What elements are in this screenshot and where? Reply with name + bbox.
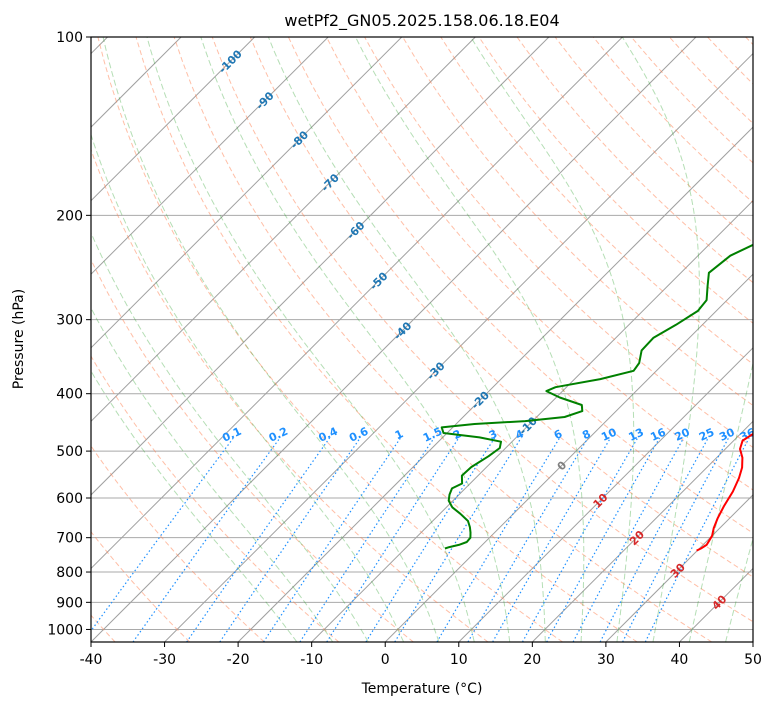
dry-adiabat (249, 37, 753, 578)
mixing-ratio-line (436, 437, 561, 642)
y-tick-label: 400 (56, 387, 83, 403)
y-tick-label: 600 (56, 491, 83, 507)
mixing-ratio-line (622, 437, 730, 642)
dry-adiabat (516, 37, 753, 284)
isotherm-line (91, 37, 329, 275)
y-axis-title: Pressure (hPa) (11, 289, 27, 389)
mixing-ratio-label: 36 (738, 425, 758, 443)
mixing-ratio-line (467, 437, 589, 642)
y-tick-label: 700 (56, 531, 83, 547)
moist-adiabat (200, 37, 511, 642)
isotherm-line (384, 273, 753, 642)
isotherm-line (605, 494, 753, 642)
x-tick-label: 10 (450, 652, 468, 668)
dry-adiabat (135, 37, 638, 642)
isotherm-line (91, 37, 697, 642)
dry-adiabat (211, 37, 753, 623)
mixing-ratio-line (186, 437, 331, 642)
isotherm-line (91, 37, 256, 202)
mixing-ratio-label: 25 (697, 426, 716, 444)
moist-adiabat (91, 231, 369, 642)
x-axis-title: Temperature (°C) (361, 681, 483, 697)
mixing-ratio-label: 20 (673, 425, 693, 443)
isotherm-line (458, 347, 753, 642)
x-tick-label: -10 (300, 652, 323, 668)
mixing-ratio-line (394, 437, 522, 642)
mixing-ratio-label: 16 (648, 425, 668, 443)
dry-adiabat (173, 37, 713, 642)
dry-adiabat (91, 258, 414, 642)
mixing-ratio-label: 13 (627, 426, 646, 444)
isotherm-line (91, 37, 623, 570)
dewpoint-profile (440, 243, 753, 550)
mixing-ratio-line (326, 437, 460, 642)
mixing-ratio-line (572, 437, 685, 642)
chart-title: wetPf2_GN05.2025.158.06.18.E04 (284, 11, 559, 31)
mixing-ratio-line (365, 437, 496, 642)
x-tick-label: 0 (381, 652, 390, 668)
moist-adiabat (355, 37, 585, 642)
y-tick-label: 100 (56, 30, 83, 46)
dry-adiabat (402, 37, 753, 407)
plot-frame (90, 36, 754, 643)
x-tick-label: -30 (153, 652, 176, 668)
y-tick-label: 500 (56, 444, 83, 460)
x-tick-label: 50 (744, 652, 762, 668)
dry-adiabat (91, 445, 265, 642)
mixing-ratio-line (263, 437, 402, 642)
x-tick-label: -40 (80, 652, 103, 668)
dry-adiabat (478, 37, 753, 324)
moist-adiabat (621, 37, 700, 642)
isotherm-line (91, 37, 476, 423)
mixing-ratio-line (492, 437, 612, 642)
mixing-ratio-line (132, 437, 281, 642)
y-tick-label: 300 (56, 313, 83, 329)
moist-adiabat (91, 133, 405, 642)
y-tick-label: 1000 (47, 622, 83, 638)
moist-adiabat (91, 370, 298, 642)
y-tick-label: 200 (56, 208, 83, 224)
dry-adiabat (326, 37, 753, 491)
moist-adiabat (102, 37, 440, 642)
moist-adiabat (146, 37, 475, 642)
isotherm-line (164, 52, 753, 642)
x-tick-label: 30 (597, 652, 615, 668)
isotherm-line (91, 37, 550, 496)
isotherm-line (531, 420, 753, 642)
mixing-ratio-label: 10 (599, 425, 619, 443)
x-tick-label: 20 (523, 652, 541, 668)
x-tick-label: 40 (670, 652, 688, 668)
dry-adiabat (91, 531, 191, 642)
mixing-ratio-line (521, 437, 639, 642)
dry-adiabat (91, 355, 340, 642)
mixing-ratio-line (599, 437, 709, 642)
moist-adiabat (267, 37, 546, 642)
x-tick-label: -20 (227, 652, 250, 668)
dry-adiabat (91, 148, 489, 642)
isotherm-line (237, 126, 753, 642)
isotherm-line (91, 37, 403, 349)
mixing-ratio-line (299, 437, 435, 642)
temperature-profile (696, 432, 753, 552)
y-tick-label: 900 (56, 595, 83, 611)
y-tick-label: 800 (56, 565, 83, 581)
dry-adiabat (97, 37, 563, 642)
mixing-ratio-label: 30 (717, 425, 737, 443)
